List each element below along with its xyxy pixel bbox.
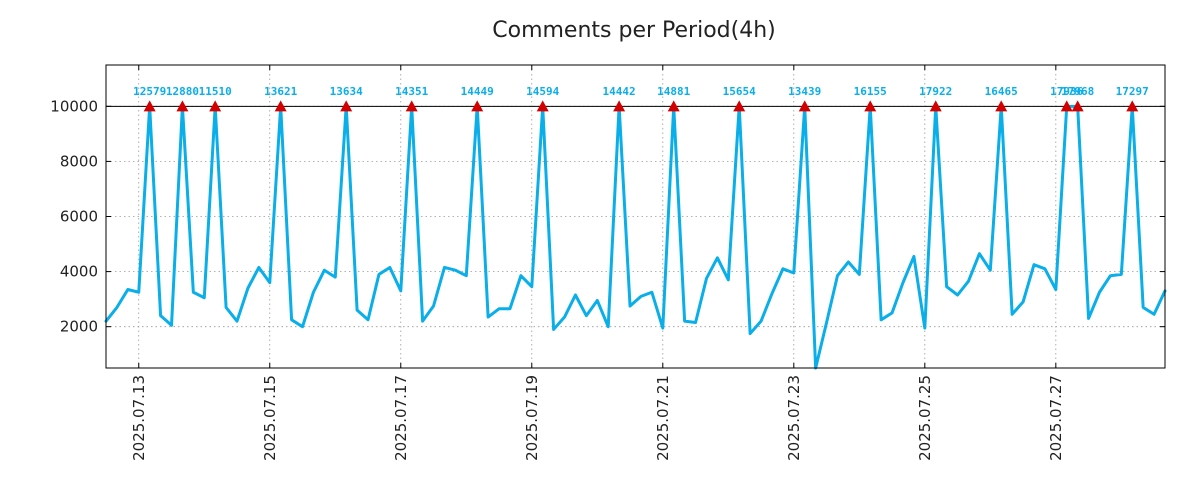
peak-label: 16465 xyxy=(985,85,1018,98)
peak-marker xyxy=(176,100,189,112)
peak-label: 13634 xyxy=(330,85,363,98)
peak-marker xyxy=(405,100,418,112)
x-tick-label: 2025.07.17 xyxy=(392,375,410,461)
peak-marker xyxy=(613,100,626,112)
peak-label: 14594 xyxy=(526,85,559,98)
peak-marker xyxy=(274,100,287,112)
peak-marker xyxy=(667,100,680,112)
peak-marker xyxy=(733,100,746,112)
x-tick-label: 2025.07.25 xyxy=(916,375,934,461)
peak-label: 13439 xyxy=(788,85,821,98)
peak-label: 14449 xyxy=(461,85,494,98)
x-tick-label: 2025.07.21 xyxy=(654,375,672,461)
peak-marker xyxy=(798,100,811,112)
y-tick-label: 10000 xyxy=(50,97,98,115)
plot-frame xyxy=(105,64,1166,369)
peak-label: 17922 xyxy=(919,85,952,98)
peak-marker xyxy=(340,100,353,112)
y-tick-label: 4000 xyxy=(60,263,98,281)
peak-label: 14881 xyxy=(657,85,690,98)
peak-marker xyxy=(471,100,484,112)
peak-label: 15654 xyxy=(723,85,756,98)
peak-label: 12880 xyxy=(166,85,199,98)
peak-marker xyxy=(1126,100,1139,112)
peak-label: 17936 xyxy=(1050,85,1083,98)
peak-marker xyxy=(1071,100,1084,112)
peak-marker xyxy=(1060,100,1073,112)
peak-label: 11510 xyxy=(199,85,232,98)
peak-label: 17968 xyxy=(1061,85,1094,98)
peak-label: 13621 xyxy=(264,85,297,98)
peak-label: 14442 xyxy=(603,85,636,98)
peak-label: 12579 xyxy=(133,85,166,98)
label-layer: 12579 12880 11510 13621 13634 14351 14449 14594… xyxy=(133,85,1149,98)
peak-marker xyxy=(864,100,877,112)
axis-layer: 2000 4000 6000 8000 10000 2025.07.13 2025.07.1… xyxy=(50,64,1166,461)
peak-label: 17297 xyxy=(1116,85,1149,98)
y-tick-label: 8000 xyxy=(60,152,98,170)
x-tick-label: 2025.07.23 xyxy=(785,375,803,461)
y-tick-label: 2000 xyxy=(60,318,98,336)
peak-marker xyxy=(536,100,549,112)
peak-marker xyxy=(209,100,222,112)
chart-title: Comments per Period(4h) xyxy=(492,18,776,43)
marker-layer xyxy=(143,100,1139,112)
peak-label: 16155 xyxy=(854,85,887,98)
peak-marker xyxy=(995,100,1008,112)
series-layer xyxy=(104,104,1167,370)
x-tick-label: 2025.07.19 xyxy=(523,375,541,461)
x-tick-label: 2025.07.13 xyxy=(130,375,148,461)
series-line-comments xyxy=(104,104,1167,370)
y-tick-label: 6000 xyxy=(60,208,98,226)
peak-marker xyxy=(929,100,942,112)
x-tick-label: 2025.07.27 xyxy=(1047,375,1065,461)
x-tick-label: 2025.07.15 xyxy=(261,375,279,461)
peak-label: 14351 xyxy=(395,85,428,98)
peak-marker xyxy=(143,100,156,112)
